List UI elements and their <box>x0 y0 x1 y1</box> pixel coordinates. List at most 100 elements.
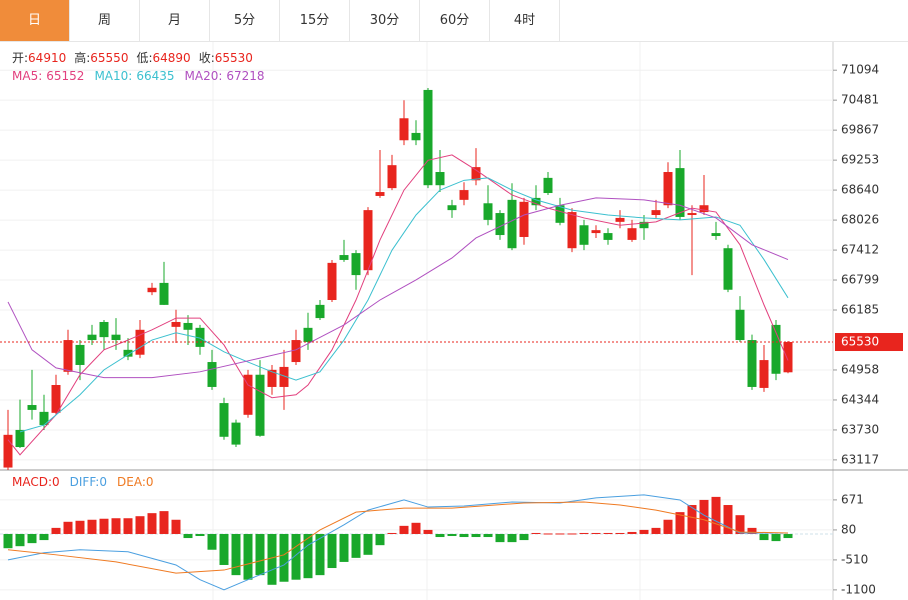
ma-legend-name: MA5: <box>12 69 42 83</box>
macd-bar <box>519 533 529 541</box>
tab[interactable]: 30分 <box>350 0 420 41</box>
macd-legend: MACD:0 DIFF:0 DEA:0 <box>12 475 154 489</box>
candle-body <box>519 201 529 237</box>
macd-bar <box>171 519 181 534</box>
macd-bar <box>207 533 217 550</box>
candle-body <box>351 253 361 276</box>
candle-body <box>75 344 85 365</box>
ohlc-label: 高: <box>74 50 90 65</box>
candle-body <box>279 366 289 387</box>
macd-bar <box>723 505 733 534</box>
ma-legend-value: 65152 <box>46 69 84 83</box>
tab[interactable]: 日 <box>0 0 70 41</box>
candle-body <box>735 309 745 341</box>
macd-bar <box>399 525 409 534</box>
macd-bar <box>699 499 709 534</box>
tab[interactable]: 4时 <box>490 0 560 41</box>
candle-body <box>471 167 481 181</box>
candle-body <box>291 340 301 363</box>
y-tick-label: 68640 <box>841 183 879 197</box>
macd-bar <box>483 533 493 538</box>
macd-bar <box>663 519 673 534</box>
y-tick-label: 67412 <box>841 243 879 257</box>
tab-bar: 日周月 5分 15分 30分 60分 4时 <box>0 0 908 42</box>
ohlc-value: 64910 <box>28 51 66 65</box>
y-tick-label: 70481 <box>841 93 879 107</box>
macd-bar <box>27 533 37 544</box>
macd-bar <box>423 529 433 534</box>
ma-legend: MA5: 65152 MA10: 66435 MA20: 67218 <box>12 69 265 83</box>
y-tick-label: 71094 <box>841 63 879 77</box>
macd-bar <box>555 533 565 535</box>
candle-body <box>627 228 637 240</box>
ohlc-value: 65530 <box>215 51 253 65</box>
macd-bar <box>219 533 229 565</box>
candle-body <box>399 118 409 141</box>
candle-body <box>243 374 253 415</box>
candle-body <box>387 165 397 189</box>
macd-bar <box>687 505 697 534</box>
macd-legend-value: 0 <box>52 475 60 489</box>
ohlc-label: 开: <box>12 51 28 65</box>
macd-bar <box>579 532 589 534</box>
candle-body <box>327 262 337 300</box>
macd-bar <box>735 515 745 534</box>
candle-body <box>663 172 673 206</box>
ohlc-value: 65550 <box>90 51 128 65</box>
macd-legend-name: DIFF: <box>70 475 100 489</box>
candle-body <box>495 213 505 236</box>
macd-bar <box>279 533 289 582</box>
y-tick-label: 64344 <box>841 392 879 406</box>
macd-bar <box>195 533 205 537</box>
candle-body <box>675 168 685 217</box>
tab[interactable]: 15分 <box>280 0 350 41</box>
last-price-box <box>835 333 903 352</box>
ma-legend-name: MA20: <box>185 69 223 83</box>
candle-body <box>363 210 373 271</box>
macd-bar <box>507 533 517 543</box>
macd-bar <box>15 533 25 547</box>
y-tick-label: 66185 <box>841 303 879 317</box>
candle-body <box>759 360 769 388</box>
candle-body <box>651 210 661 215</box>
tab[interactable]: 月 <box>140 0 210 41</box>
macd-bar <box>363 533 373 555</box>
macd-bar <box>591 532 601 534</box>
candle-body <box>267 369 277 387</box>
macd-bar <box>411 522 421 534</box>
candle-body <box>687 213 697 215</box>
macd-bar <box>459 533 469 538</box>
candle-body <box>87 334 97 341</box>
y-tick-label: -1100 <box>841 582 876 596</box>
macd-bar <box>615 532 625 534</box>
tab[interactable]: 5分 <box>210 0 280 41</box>
tab[interactable]: 60分 <box>420 0 490 41</box>
candle-body <box>39 411 49 426</box>
macd-bar <box>603 532 613 534</box>
macd-legend-value: 0 <box>146 475 154 489</box>
candle-body <box>723 248 733 290</box>
macd-legend-name: DEA: <box>117 475 146 489</box>
macd-bar <box>543 533 553 535</box>
macd-line <box>7 501 789 574</box>
y-tick-label: 69867 <box>841 123 879 137</box>
candle-body <box>423 89 433 186</box>
ma-line <box>7 197 789 379</box>
macd-bar <box>351 533 361 558</box>
candle-body <box>219 403 229 437</box>
macd-bar <box>639 529 649 534</box>
macd-bar <box>435 533 445 538</box>
macd-bar <box>711 496 721 534</box>
candle-body <box>435 172 445 186</box>
macd-bar <box>51 527 61 534</box>
macd-bar <box>99 518 109 534</box>
macd-legend-name: MACD: <box>12 475 52 489</box>
macd-bar <box>147 513 157 534</box>
candle-body <box>567 212 577 249</box>
candle-body <box>195 327 205 347</box>
tab[interactable]: 周 <box>70 0 140 41</box>
macd-bar <box>123 518 133 534</box>
candle-body <box>555 205 565 223</box>
candle-body <box>459 190 469 200</box>
y-tick-label: 63117 <box>841 452 879 466</box>
